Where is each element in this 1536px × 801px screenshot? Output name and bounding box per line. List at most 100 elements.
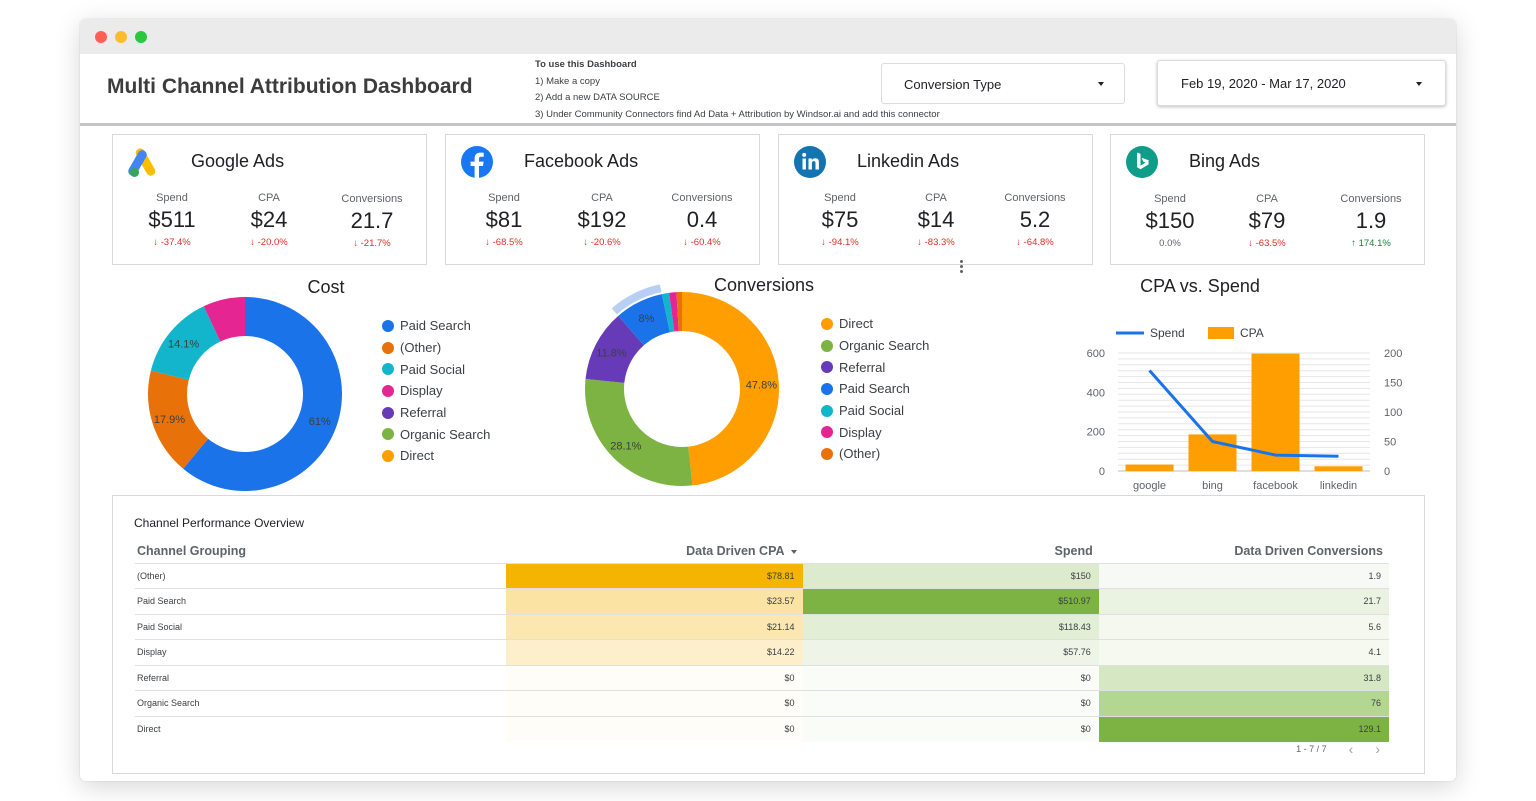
chevron-right-icon[interactable]: ›: [1375, 741, 1380, 757]
legend-item[interactable]: Organic Search: [821, 335, 929, 357]
legend-item[interactable]: Display: [382, 380, 490, 402]
y-axis-right-tick: 200: [1384, 348, 1402, 360]
cell-cpa: $14.22: [506, 639, 803, 665]
legend-label: Paid Social: [839, 403, 905, 419]
conversions-metric: Conversions 5.2 ↓ -64.8%: [990, 192, 1080, 248]
donut-slice[interactable]: [183, 297, 342, 491]
slice-label: 8%: [639, 313, 655, 325]
legend-label: Display: [839, 424, 882, 440]
donut-slice[interactable]: [585, 378, 693, 486]
legend-item[interactable]: Referral: [382, 402, 490, 424]
spend-metric: Spend $150 0.0%: [1125, 193, 1215, 249]
caret-down-icon: [1098, 82, 1104, 86]
date-range-picker[interactable]: Feb 19, 2020 - Mar 17, 2020: [1157, 60, 1446, 106]
metric-label: CPA: [258, 192, 280, 204]
donut-slice[interactable]: [150, 306, 221, 380]
cpa-bar[interactable]: [1251, 353, 1300, 471]
spend-metric: Spend $511 ↓ -37.4%: [127, 192, 217, 248]
legend-item[interactable]: (Other): [382, 337, 490, 359]
legend-item[interactable]: Referral: [821, 356, 929, 378]
legend-label: Organic Search: [839, 338, 930, 354]
dashboard-header: Multi Channel Attribution Dashboard To u…: [80, 54, 1456, 126]
cpa-metric: CPA $14 ↓ -83.3%: [891, 192, 981, 248]
legend-item[interactable]: Direct: [821, 313, 929, 335]
legend-swatch: [821, 404, 833, 417]
cell-spend: $150: [802, 562, 1099, 589]
donut-slice[interactable]: [618, 294, 670, 346]
spend-line[interactable]: [1148, 369, 1339, 458]
metric-label: Spend: [156, 192, 188, 204]
column-header-conversions[interactable]: Data Driven Conversions: [1234, 544, 1383, 559]
cpa-metric: CPA $24 ↓ -20.0%: [224, 192, 314, 248]
y-axis-left-tick: 0: [1099, 466, 1105, 478]
legend-item[interactable]: Organic Search: [382, 423, 490, 445]
instructions-title: To use this Dashboard: [535, 59, 637, 70]
legend-swatch: [821, 426, 833, 439]
legend-item[interactable]: Paid Social: [382, 358, 490, 380]
metric-delta: ↓ -60.4%: [683, 237, 721, 248]
cpa-bar[interactable]: [1125, 464, 1174, 471]
cell-cpa: $21.14: [506, 613, 803, 640]
legend-item[interactable]: Direct: [382, 445, 490, 467]
donut-slice[interactable]: [585, 315, 644, 383]
cost-donut-chart: 61% 17.9% 14.1%: [148, 297, 342, 491]
donut-slice-highlight: [611, 284, 662, 315]
table-title: Channel Performance Overview: [134, 516, 305, 530]
chart-title: CPA vs. Spend: [1140, 276, 1260, 296]
slice-label: 14.1%: [168, 339, 199, 351]
cell-channel: Display: [135, 639, 507, 665]
chevron-left-icon[interactable]: ‹: [1348, 741, 1354, 757]
metric-delta: ↓ -63.5%: [1248, 238, 1286, 249]
slice-label: 17.9%: [154, 414, 185, 426]
channel-performance-table-card: Channel Performance Overview Channel Gro…: [112, 495, 1425, 774]
cpa-metric: CPA $192 ↓ -20.6%: [557, 192, 647, 248]
metric-delta: ↓ -83.3%: [917, 237, 955, 248]
legend-item[interactable]: Paid Search: [382, 315, 490, 337]
cell-spend: $57.76: [802, 639, 1099, 665]
legend-label: Referral: [839, 359, 886, 375]
kpi-card-title: Linkedin Ads: [857, 151, 960, 171]
conversion-type-dropdown[interactable]: Conversion Type: [881, 63, 1125, 104]
kpi-card-linkedin-ads: Linkedin Ads Spend $75 ↓ -94.1% CPA $14 …: [778, 134, 1093, 265]
close-window-button[interactable]: [95, 31, 107, 43]
y-axis-left-tick: 200: [1087, 427, 1105, 439]
donut-slice[interactable]: [661, 292, 675, 333]
x-axis-tick: facebook: [1253, 480, 1298, 492]
legend-label: Paid Search: [400, 318, 471, 334]
chart-title: Conversions: [713, 275, 815, 295]
linkedin-icon: [794, 146, 826, 178]
metric-delta: ↓ -68.5%: [485, 237, 523, 248]
donut-slice[interactable]: [669, 292, 679, 332]
metric-delta: ↑ 174.1%: [1351, 238, 1391, 249]
kpi-card-facebook-ads: Facebook Ads Spend $81 ↓ -68.5% CPA $192…: [445, 134, 760, 265]
maximize-window-button[interactable]: [135, 31, 147, 43]
y-axis-right-tick: 0: [1384, 466, 1390, 478]
donut-slice[interactable]: [148, 370, 209, 469]
column-header-channel-grouping[interactable]: Channel Grouping: [137, 544, 247, 559]
legend-item[interactable]: Paid Social: [821, 400, 929, 422]
table-body: (Other) $78.81 $150 1.9 Paid Search $23.57 $51…: [135, 562, 1389, 742]
metric-label: CPA: [591, 192, 613, 204]
legend-item[interactable]: (Other): [821, 443, 929, 465]
legend-item[interactable]: Paid Search: [821, 378, 929, 400]
column-header-label: Data Driven CPA: [686, 544, 785, 559]
slice-label: 11.8%: [596, 347, 627, 359]
minimize-window-button[interactable]: [115, 31, 127, 43]
donut-slice[interactable]: [203, 297, 245, 342]
metric-label: Spend: [1154, 193, 1186, 205]
cell-channel: Referral: [135, 664, 507, 691]
donut-slice[interactable]: [682, 292, 779, 486]
pagination: 1 - 7 / 7 ‹ ›: [1296, 741, 1380, 757]
column-header-cpa[interactable]: Data Driven CPA: [506, 540, 802, 563]
more-options-icon[interactable]: [960, 260, 964, 274]
metric-value: $192: [577, 207, 627, 232]
legend-item[interactable]: Display: [821, 421, 929, 443]
cell-conversions: 1.9: [1098, 562, 1389, 589]
column-header-spend[interactable]: Spend: [1054, 544, 1093, 559]
cpa-bar[interactable]: [1314, 466, 1363, 471]
x-axis-tick: bing: [1202, 480, 1223, 492]
donut-slice[interactable]: [676, 292, 682, 332]
conversions-metric: Conversions 0.4 ↓ -60.4%: [657, 192, 747, 248]
metric-value: 1.9: [1355, 208, 1387, 233]
metric-value: 5.2: [1019, 207, 1051, 232]
